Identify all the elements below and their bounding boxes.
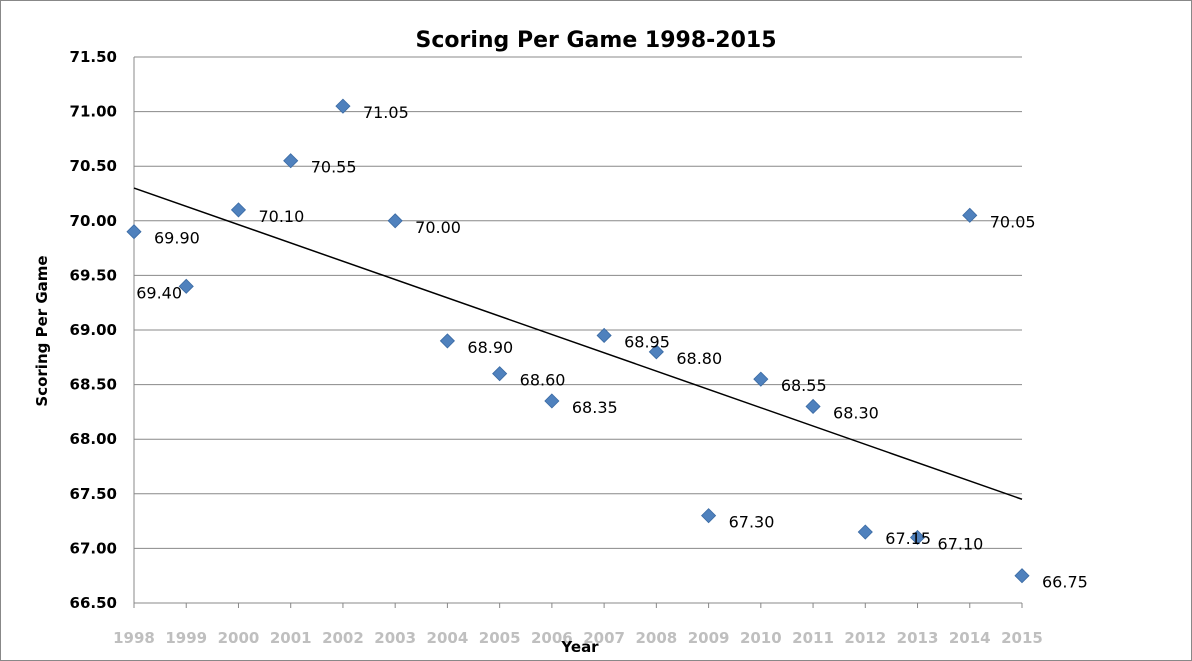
x-tick-label: 2009	[688, 629, 730, 647]
data-label: 68.90	[467, 338, 513, 357]
data-point	[648, 344, 664, 360]
data-label: 70.10	[258, 207, 304, 226]
data-points	[126, 98, 1030, 584]
x-tick-label: 2010	[740, 629, 782, 647]
y-tick-labels: 66.50 67.00 67.50 68.00 68.50 69.00 69.50 70.00…	[70, 48, 117, 612]
data-label: 70.00	[415, 218, 461, 237]
data-label: 68.30	[833, 403, 879, 422]
data-label: 67.15	[885, 529, 931, 548]
x-tick-label: 2013	[897, 629, 939, 647]
data-label: 68.80	[676, 349, 722, 368]
data-point	[701, 508, 717, 524]
data-point	[335, 98, 351, 114]
x-tick-label: 2007	[583, 629, 625, 647]
data-label: 68.55	[781, 376, 827, 395]
data-point	[544, 393, 560, 409]
x-tick-label: 2014	[949, 629, 991, 647]
data-point	[596, 327, 612, 344]
y-tick-label: 70.00	[70, 212, 117, 230]
x-tick-label: 2000	[218, 629, 260, 647]
data-labels: 69.90 69.40 70.10 70.55 71.05 70.00 68.90 68.60…	[136, 103, 1088, 592]
trendline	[133, 187, 1023, 500]
x-tick-label: 2015	[1001, 629, 1043, 647]
data-label: 66.75	[1042, 573, 1088, 592]
y-tick-label: 68.50	[70, 376, 117, 394]
data-label: 67.10	[938, 534, 984, 553]
x-tick-label: 2011	[792, 629, 834, 647]
data-label: 67.30	[729, 513, 775, 532]
data-point	[753, 371, 769, 387]
data-label: 68.60	[520, 371, 566, 390]
data-point	[805, 398, 821, 415]
x-tick-label: 2006	[531, 629, 573, 647]
data-point	[1014, 568, 1030, 584]
y-tick-label: 66.50	[70, 594, 117, 612]
x-tick-label: 2005	[479, 629, 521, 647]
data-point	[439, 333, 455, 349]
data-point	[962, 207, 978, 223]
y-tick-label: 71.50	[70, 48, 117, 66]
x-tick-label: 1998	[113, 629, 155, 647]
chart-title: Scoring Per Game 1998-2015	[415, 28, 776, 53]
x-tick-label: 2003	[374, 629, 416, 647]
x-axis-title: Year	[560, 638, 599, 656]
data-point	[230, 202, 247, 218]
x-tick-label: 2002	[322, 629, 364, 647]
y-tick-label: 69.50	[70, 266, 117, 284]
data-label: 68.95	[624, 332, 670, 351]
data-point	[492, 366, 508, 382]
data-label: 69.40	[136, 283, 182, 302]
y-tick-label: 68.00	[70, 430, 117, 448]
x-tick-label: 2012	[844, 629, 886, 647]
data-point	[857, 524, 873, 540]
y-tick-label: 69.00	[70, 321, 117, 339]
data-label: 70.55	[311, 158, 357, 177]
gridlines	[134, 56, 1022, 604]
x-tick-labels: 1998 1999 2000 2001 2002 2003 2004 2005 2006 2007…	[113, 603, 1043, 647]
y-axis-title: Scoring Per Game	[33, 255, 51, 406]
data-point	[178, 278, 194, 294]
x-tick-label: 2004	[427, 629, 469, 647]
data-label: 69.90	[154, 229, 200, 248]
y-tick-label: 67.00	[70, 539, 117, 557]
data-label: 70.05	[990, 212, 1036, 231]
x-tick-label: 2001	[270, 629, 312, 647]
data-point	[283, 153, 299, 169]
y-tick-label: 71.00	[70, 103, 117, 121]
x-tick-label: 2008	[635, 629, 677, 647]
data-point	[387, 213, 403, 229]
data-label: 71.05	[363, 103, 409, 122]
data-point	[909, 529, 926, 546]
data-point	[126, 224, 142, 240]
x-tick-label: 1999	[165, 629, 207, 647]
data-label: 68.35	[572, 398, 618, 417]
y-tick-label: 70.50	[70, 157, 117, 175]
y-tick-label: 67.50	[70, 485, 117, 503]
